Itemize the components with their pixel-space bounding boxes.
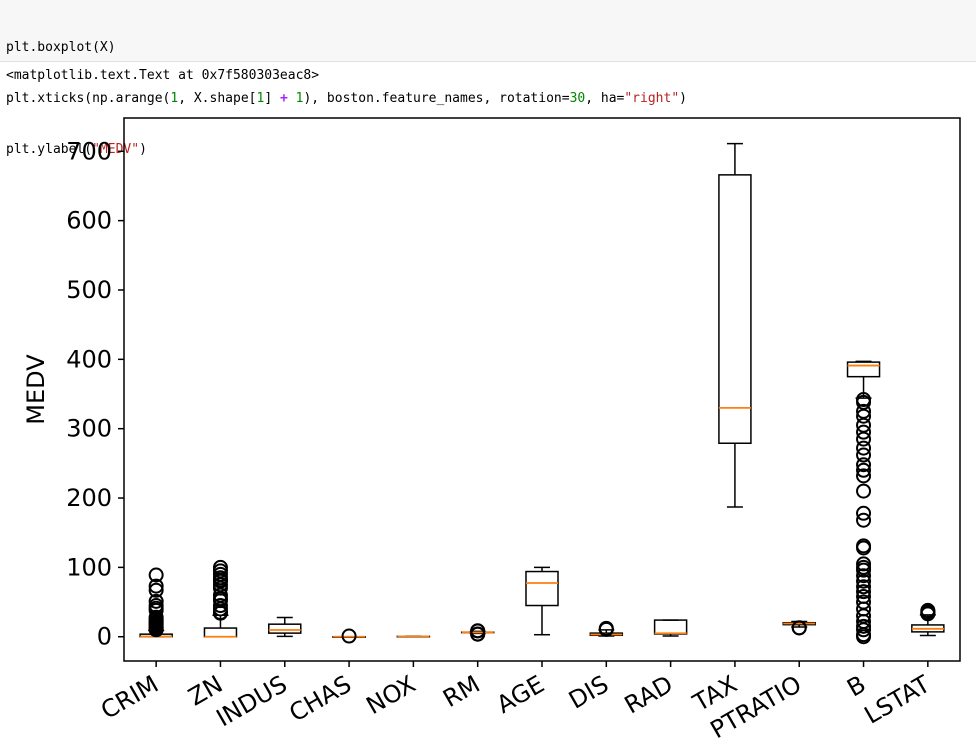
box-zn: ZN [184, 559, 238, 711]
y-tick-label: 700 [66, 137, 112, 165]
x-tick-label: CHAS [285, 670, 357, 727]
y-tick-label: 600 [66, 207, 112, 235]
y-tick-label: 400 [66, 345, 112, 373]
x-tick-label: AGE [492, 670, 549, 719]
outlier-point [856, 584, 872, 600]
y-tick-label: 300 [66, 415, 112, 443]
box-tax: TAX [688, 142, 752, 718]
x-tick-label: CRIM [96, 670, 163, 725]
code-token: + [279, 91, 288, 106]
box-lstat: LSTAT [860, 602, 945, 730]
iqr-box [846, 361, 881, 378]
y-tick-label: 0 [97, 623, 112, 651]
code-token: "MEDV" [92, 142, 140, 157]
outlier-point [856, 538, 872, 554]
outlier-point [212, 559, 228, 575]
outlier-point [856, 392, 872, 408]
code-token: ), boston.feature_names, rotation= [303, 91, 570, 106]
outlier-point [856, 505, 872, 521]
outlier-point [470, 623, 486, 639]
outlier-point [341, 628, 357, 644]
outlier-point [856, 568, 872, 584]
outlier-point [856, 403, 872, 419]
outlier-point [856, 618, 872, 634]
outlier-point [598, 620, 614, 636]
x-tick-label: RAD [620, 670, 678, 720]
x-tick-label: B [842, 670, 870, 702]
code-token: 30 [569, 91, 586, 106]
code-cell[interactable]: plt.boxplot(X) plt.xticks(np.arange(1, X… [0, 0, 976, 157]
outlier-point [148, 593, 164, 609]
code-token: 1 [170, 91, 179, 106]
iqr-box [718, 174, 752, 444]
iqr-box [525, 570, 559, 607]
outlier-point [920, 602, 936, 618]
axes-frame [123, 117, 961, 662]
outlier-point [856, 447, 872, 463]
box-nox: NOX [362, 635, 431, 720]
code-line-1: plt.boxplot(X) [6, 39, 970, 56]
box-rm: RM [438, 623, 495, 713]
code-token: , X.shape[ [178, 91, 257, 106]
outlier-point [856, 457, 872, 473]
y-tick-label: 100 [66, 553, 112, 581]
code-token: ) [679, 91, 687, 106]
x-tick-label: NOX [362, 670, 421, 720]
y-tick-label: 500 [66, 276, 112, 304]
code-token: 1 [256, 91, 265, 106]
code-token: , ha= [585, 91, 625, 106]
code-token: ] [264, 91, 280, 106]
outlier-point [856, 468, 872, 484]
code-token: 1 [295, 91, 304, 106]
iqr-box [268, 623, 302, 634]
box-chas: CHAS [285, 628, 366, 727]
code-line-3: plt.ylabel("MEDV") [6, 141, 970, 158]
box-indus: INDUS [212, 616, 302, 732]
iqr-box [203, 627, 238, 638]
outlier-point [856, 483, 872, 499]
box-rad: RAD [620, 619, 688, 720]
outlier-point [856, 589, 872, 605]
y-tick-label: 200 [66, 484, 112, 512]
cell-output-text: <matplotlib.text.Text at 0x7f580303eac8> [6, 68, 320, 83]
outlier-point [856, 512, 872, 528]
outlier-point [856, 556, 872, 572]
outlier-point [148, 567, 164, 583]
outlier-point [148, 582, 164, 598]
outlier-point [856, 579, 872, 595]
x-tick-label: INDUS [212, 670, 292, 732]
x-tick-label: DIS [564, 670, 613, 715]
x-tick-label: RM [438, 670, 484, 713]
outlier-point [148, 598, 164, 614]
outlier-point [791, 620, 807, 636]
box-age: AGE [492, 566, 559, 719]
x-tick-label: LSTAT [860, 670, 935, 730]
outlier-point [212, 598, 228, 614]
outlier-point [148, 609, 164, 625]
outlier-point [856, 440, 872, 456]
box-b: B [842, 360, 881, 702]
y-axis-label: MEDV [22, 354, 50, 425]
box-dis: DIS [564, 620, 624, 715]
outlier-point [856, 462, 872, 478]
code-token: plt.xticks(np.arange( [6, 91, 171, 106]
code-token: plt.boxplot(X) [6, 40, 116, 55]
outlier-point [856, 594, 872, 610]
outlier-point [856, 424, 872, 440]
iqr-box [653, 619, 688, 635]
code-token: plt.ylabel( [6, 142, 93, 157]
code-token: "right" [624, 91, 680, 106]
outlier-point [148, 578, 164, 594]
code-token: ) [139, 142, 147, 157]
code-line-2: plt.xticks(np.arange(1, X.shape[1] + 1),… [6, 90, 970, 107]
